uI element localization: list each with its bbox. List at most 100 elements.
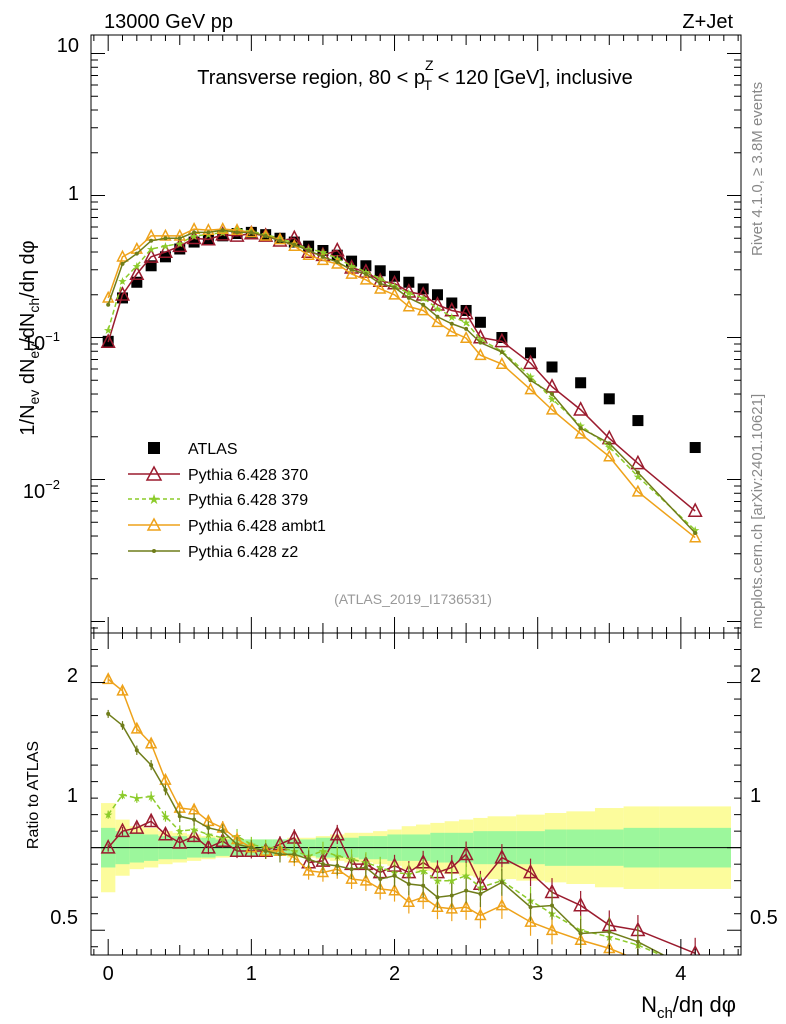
main-379--marker: ★ — [433, 303, 443, 316]
atlas-point — [317, 244, 329, 256]
main-370--marker — [494, 332, 510, 348]
main-370--marker — [523, 354, 539, 370]
ratio-379--marker: ★ — [447, 875, 457, 888]
ratio-z2--marker — [406, 881, 411, 886]
atlas-point — [603, 393, 615, 405]
ytick-label-1e-1: 10−1 — [23, 329, 60, 355]
mcplots-citation-text: mcplots.cern.ch [arXiv:2401.10621] — [749, 394, 766, 629]
ratio-z2--marker — [421, 883, 426, 888]
ratio-ambt1--marker — [431, 899, 444, 912]
ratio-370--marker — [100, 839, 116, 854]
main-ticks — [91, 35, 741, 633]
main-ambt1--marker — [689, 530, 702, 543]
legend-label-ambt1: Pythia 6.428 ambt1 — [188, 518, 326, 535]
ratio-379--marker: ★ — [433, 875, 443, 888]
ratio-ambt1--line — [107, 678, 628, 955]
main-z2--marker — [306, 248, 311, 253]
main-z2--marker — [192, 230, 197, 235]
ratio-z2--marker — [263, 848, 268, 853]
atlas-point — [374, 265, 386, 277]
ratio-z2--marker — [363, 865, 368, 870]
main-379--marker: ★ — [418, 292, 428, 305]
main-370--marker — [630, 454, 646, 470]
ratio-ambt1--marker — [102, 672, 115, 685]
main-ambt1--marker — [495, 356, 509, 369]
ratio-z2--marker — [163, 787, 168, 792]
main-ambt1--marker — [359, 272, 373, 285]
analysis-watermark: (ATLAS_2019_I1736531) — [334, 591, 492, 607]
main-z2--marker — [421, 302, 426, 307]
main-379--marker: ★ — [146, 243, 156, 256]
main-370--marker — [444, 301, 460, 317]
ratio-379--marker: ★ — [189, 824, 199, 837]
ratio-z2--marker — [550, 903, 555, 908]
legend-marker-atlas — [148, 442, 160, 454]
legend-marker-379: ★ — [148, 492, 161, 508]
ratio-370--marker — [243, 842, 259, 857]
ratio-ambt1--marker — [388, 883, 401, 896]
ratio-z2--marker — [607, 929, 612, 934]
ratio-ambt1--marker — [474, 908, 487, 921]
main-379--marker: ★ — [203, 229, 213, 242]
main-370--marker — [544, 378, 560, 393]
main-z2--marker — [607, 441, 612, 446]
ratio-370--marker — [286, 829, 302, 844]
main-379--marker: ★ — [347, 260, 357, 273]
main-z2--marker — [149, 238, 154, 243]
ratio-ambt1--marker — [636, 952, 640, 955]
ratio-370--marker — [689, 944, 701, 955]
ratio-ambt1--marker — [116, 683, 129, 696]
main-ambt1--marker — [316, 253, 330, 266]
main-379--marker: ★ — [375, 273, 385, 286]
main-ambt1--marker — [474, 348, 487, 361]
ratio-z2--marker — [499, 880, 504, 885]
ratio-379--marker: ★ — [203, 828, 213, 841]
main-379--marker: ★ — [475, 333, 485, 346]
rivet-version-text: Rivet 4.1.0, ≥ 3.8M events — [749, 82, 766, 256]
main-z2--marker — [235, 230, 240, 235]
ratio-370--marker — [129, 819, 145, 834]
main-370--marker — [114, 286, 131, 301]
main-379--marker: ★ — [576, 420, 586, 433]
main-z2--marker — [349, 267, 354, 272]
main-z2--marker — [693, 531, 698, 536]
main-370--marker — [687, 502, 703, 518]
xtick-label-4: 4 — [675, 963, 686, 985]
ratio-ambt1--marker — [302, 863, 315, 876]
ratio-ambt1--marker — [459, 899, 473, 912]
main-370--marker — [157, 243, 173, 259]
main-370--marker — [129, 265, 145, 281]
main-z2--marker — [435, 314, 440, 319]
main-379--marker: ★ — [547, 393, 557, 406]
ratio-series-group: ★★★★★★★★★★★★★★★★★★★★★★★★★★★★★★★★★★ — [100, 672, 701, 955]
main-ambt1--marker — [116, 249, 129, 262]
main-370--marker — [573, 401, 589, 416]
main-z2--marker — [378, 281, 383, 286]
main-z2--marker — [106, 302, 111, 307]
ytick-label-10: 10 — [57, 35, 79, 57]
main-z2--marker — [206, 230, 211, 235]
ratio-379--marker: ★ — [146, 790, 156, 803]
main-panel: Transverse region, 80 < pZ T < 120 [GeV],… — [17, 34, 742, 634]
atlas-point — [632, 415, 644, 427]
ratio-z2--marker — [249, 845, 254, 850]
legend-marker-z2 — [152, 549, 156, 553]
ratio-z2--marker — [635, 939, 640, 944]
ratio-370--line — [107, 820, 696, 955]
main-ambt1--marker — [216, 221, 229, 234]
main-ambt1--marker — [524, 382, 537, 395]
ratio-370--marker — [172, 834, 188, 849]
main-z2--marker — [249, 230, 254, 235]
main-z2--marker — [177, 236, 182, 241]
main-370--line — [107, 232, 696, 512]
ratio-frame — [90, 632, 742, 956]
ratio-ambt1--marker — [445, 901, 458, 914]
ratio-379--marker: ★ — [161, 810, 171, 823]
ratio-370--marker — [494, 848, 510, 864]
main-ambt1--marker — [545, 402, 559, 415]
ratio-ambt1--marker — [359, 873, 373, 886]
main-ambt1--marker — [374, 281, 387, 294]
xtick-label-1: 1 — [246, 963, 257, 985]
ratio-z2--marker — [392, 873, 397, 878]
atlas-point — [689, 442, 701, 454]
